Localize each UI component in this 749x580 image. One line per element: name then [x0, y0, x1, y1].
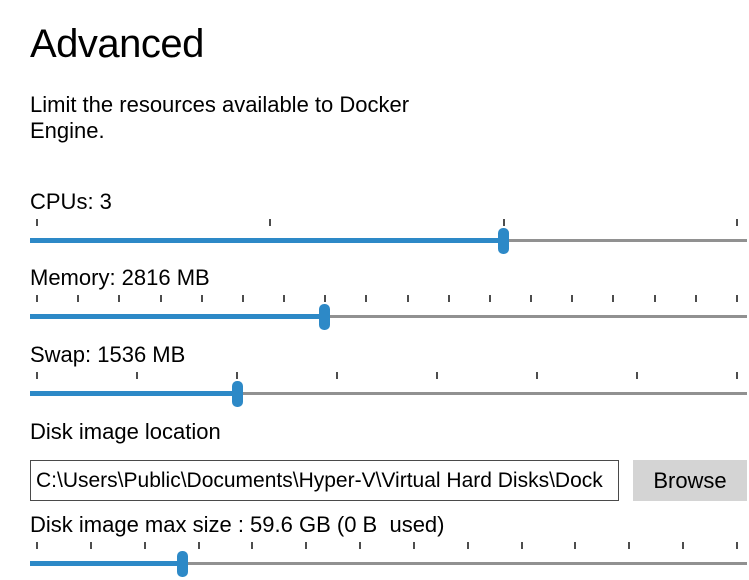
- disk-image-location-input[interactable]: [30, 460, 619, 501]
- slider-track-rail[interactable]: [30, 392, 747, 395]
- tick-mark: [436, 372, 438, 379]
- tick-mark: [359, 542, 362, 549]
- tick-mark: [574, 542, 577, 549]
- tick-mark: [488, 295, 491, 302]
- memory-slider-track[interactable]: [30, 303, 747, 331]
- disk-max-size-slider: [30, 542, 747, 578]
- memory-slider: Memory: 2816 MB: [30, 265, 747, 331]
- swap-slider-label: Swap: 1536 MB: [30, 342, 186, 367]
- tick-mark: [283, 295, 286, 302]
- tick-mark: [612, 295, 615, 302]
- tick-mark: [735, 219, 738, 226]
- slider-track-fill: [30, 561, 183, 566]
- memory-slider-ticks: [30, 295, 747, 303]
- tick-mark: [636, 372, 638, 379]
- page-description: Limit the resources available to Docker …: [30, 92, 747, 144]
- tick-mark: [36, 542, 38, 549]
- tick-mark: [36, 219, 38, 226]
- tick-mark: [251, 542, 254, 549]
- page-title: Advanced: [30, 22, 204, 66]
- tick-mark: [236, 372, 238, 379]
- memory-slider-thumb[interactable]: [319, 304, 331, 330]
- tick-mark: [269, 219, 272, 226]
- tick-mark: [200, 295, 203, 302]
- cpus-slider-ticks: [30, 219, 747, 227]
- tick-mark: [118, 295, 121, 302]
- tick-mark: [536, 372, 538, 379]
- tick-mark: [336, 372, 338, 379]
- swap-slider-track[interactable]: [30, 380, 747, 408]
- slider-track-rail[interactable]: [30, 315, 747, 318]
- tick-mark: [159, 295, 162, 302]
- tick-mark: [571, 295, 574, 302]
- slider-track-fill: [30, 391, 238, 396]
- slider-track-rail[interactable]: [30, 562, 747, 565]
- disk-max-size-slider-thumb[interactable]: [177, 551, 189, 577]
- page-description-line2: Engine.: [30, 118, 105, 143]
- tick-mark: [735, 295, 738, 302]
- cpus-slider-track[interactable]: [30, 227, 747, 255]
- tick-mark: [520, 542, 523, 549]
- disk-max-size-section: Disk image max size : 59.6 GB (0 B used): [30, 512, 747, 578]
- tick-mark: [36, 295, 38, 302]
- browse-button[interactable]: Browse: [633, 460, 747, 501]
- advanced-settings-page: Advanced Limit the resources available t…: [30, 20, 747, 578]
- swap-slider-ticks: [30, 372, 747, 380]
- tick-mark: [628, 542, 631, 549]
- tick-mark: [502, 219, 505, 226]
- disk-max-size-slider-ticks: [30, 542, 747, 550]
- tick-mark: [736, 372, 738, 379]
- disk-image-location-row: Browse: [30, 460, 747, 501]
- tick-mark: [77, 295, 80, 302]
- slider-track-fill: [30, 314, 325, 319]
- tick-mark: [241, 295, 244, 302]
- tick-mark: [143, 542, 146, 549]
- tick-mark: [447, 295, 450, 302]
- disk-image-location-label: Disk image location: [30, 419, 221, 444]
- disk-max-size-slider-track[interactable]: [30, 550, 747, 578]
- cpus-slider-thumb[interactable]: [497, 228, 509, 254]
- disk-max-size-label: Disk image max size : 59.6 GB (0 B used): [30, 512, 445, 537]
- tick-mark: [305, 542, 308, 549]
- tick-mark: [530, 295, 533, 302]
- tick-mark: [406, 295, 409, 302]
- swap-slider-thumb[interactable]: [231, 381, 243, 407]
- tick-mark: [36, 372, 38, 379]
- tick-mark: [365, 295, 368, 302]
- tick-mark: [653, 295, 656, 302]
- tick-mark: [682, 542, 685, 549]
- cpus-slider: CPUs: 3: [30, 189, 747, 255]
- page-description-line1: Limit the resources available to Docker: [30, 92, 410, 117]
- tick-mark: [466, 542, 469, 549]
- tick-mark: [412, 542, 415, 549]
- tick-mark: [197, 542, 200, 549]
- tick-mark: [136, 372, 138, 379]
- cpus-slider-label: CPUs: 3: [30, 189, 112, 214]
- tick-mark: [694, 295, 697, 302]
- slider-track-fill: [30, 238, 504, 243]
- swap-slider: Swap: 1536 MB: [30, 342, 747, 408]
- tick-mark: [89, 542, 92, 549]
- tick-mark: [324, 295, 327, 302]
- memory-slider-label: Memory: 2816 MB: [30, 265, 210, 290]
- tick-mark: [735, 542, 738, 549]
